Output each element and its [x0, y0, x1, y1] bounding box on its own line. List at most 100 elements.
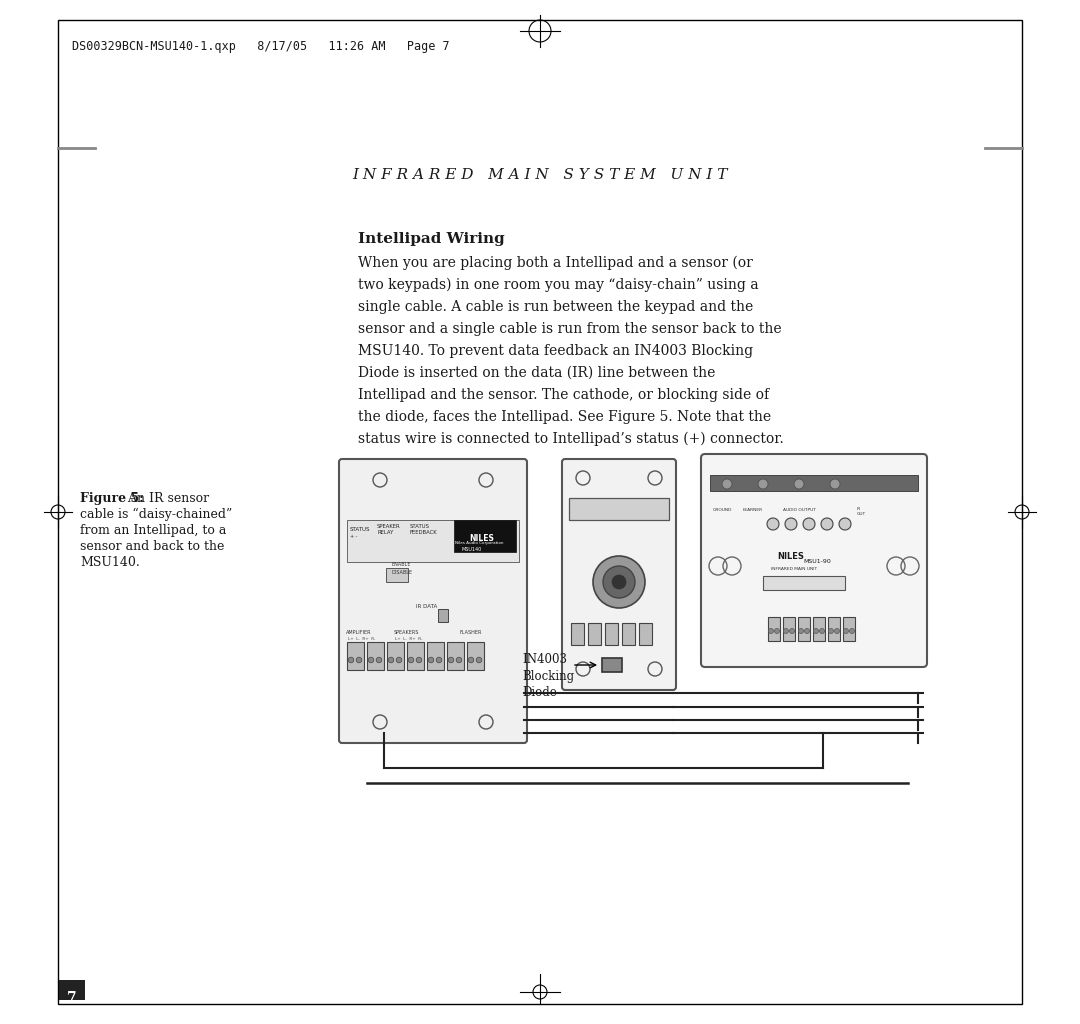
Circle shape — [612, 575, 626, 589]
Bar — [59, 980, 85, 1000]
Bar — [387, 642, 404, 670]
Bar — [407, 642, 424, 670]
Circle shape — [850, 629, 854, 634]
Text: IR DATA: IR DATA — [416, 604, 437, 609]
Circle shape — [774, 629, 780, 634]
Text: NILES: NILES — [777, 552, 804, 561]
Bar — [813, 617, 825, 641]
Text: DS00329BCN-MSU140-1.qxp   8/17/05   11:26 AM   Page 7: DS00329BCN-MSU140-1.qxp 8/17/05 11:26 AM… — [72, 40, 449, 53]
Text: status wire is connected to Intellipad’s status (+) connector.: status wire is connected to Intellipad’s… — [357, 432, 784, 446]
Bar — [438, 609, 448, 622]
FancyBboxPatch shape — [339, 459, 527, 743]
FancyBboxPatch shape — [562, 459, 676, 690]
Text: GROUND: GROUND — [713, 508, 732, 512]
Text: Blocking: Blocking — [522, 670, 575, 683]
Text: AMPLIFIER: AMPLIFIER — [346, 630, 372, 635]
Text: INFRARED MAIN UNIT: INFRARED MAIN UNIT — [771, 567, 818, 571]
Text: MSU1-90: MSU1-90 — [804, 559, 831, 564]
Text: cable is “daisy-chained”: cable is “daisy-chained” — [80, 508, 232, 521]
Text: An IR sensor: An IR sensor — [124, 492, 210, 505]
Text: IN4003: IN4003 — [522, 653, 567, 666]
Text: STATUS
FEEDBACK: STATUS FEEDBACK — [410, 524, 437, 535]
Text: MSU140. To prevent data feedback an IN4003 Blocking: MSU140. To prevent data feedback an IN40… — [357, 344, 753, 358]
Text: single cable. A cable is run between the keypad and the: single cable. A cable is run between the… — [357, 300, 753, 314]
Circle shape — [798, 629, 804, 634]
Bar — [427, 642, 444, 670]
Bar — [602, 658, 622, 672]
Circle shape — [804, 518, 815, 530]
Text: SPEAKERS: SPEAKERS — [394, 630, 419, 635]
Circle shape — [469, 657, 474, 663]
Bar — [588, 623, 600, 645]
Text: + -: + - — [350, 534, 357, 539]
Circle shape — [356, 657, 362, 663]
Circle shape — [835, 629, 839, 634]
Circle shape — [828, 629, 834, 634]
Circle shape — [428, 657, 434, 663]
Circle shape — [813, 629, 819, 634]
Text: the diode, faces the Intellipad. See Figure 5. Note that the: the diode, faces the Intellipad. See Fig… — [357, 410, 771, 424]
Text: L+  L-  R+  R-: L+ L- R+ R- — [348, 637, 376, 641]
Text: MSU140.: MSU140. — [80, 556, 139, 569]
Bar — [828, 617, 840, 641]
Circle shape — [593, 556, 645, 608]
Circle shape — [767, 518, 779, 530]
Text: STATUS: STATUS — [350, 527, 370, 532]
Bar — [569, 498, 669, 520]
Circle shape — [368, 657, 374, 663]
Circle shape — [376, 657, 382, 663]
Bar — [605, 623, 618, 645]
Bar — [447, 642, 464, 670]
Bar — [639, 623, 652, 645]
Circle shape — [408, 657, 414, 663]
Text: Niles Audio Corporation: Niles Audio Corporation — [455, 541, 503, 545]
Circle shape — [769, 629, 773, 634]
Circle shape — [388, 657, 394, 663]
Text: AUDIO OUTPUT: AUDIO OUTPUT — [783, 508, 815, 512]
Text: I N F R A R E D   M A I N   S Y S T E M   U N I T: I N F R A R E D M A I N S Y S T E M U N … — [352, 168, 728, 182]
Circle shape — [456, 657, 462, 663]
Circle shape — [820, 629, 824, 634]
Text: DISABLE: DISABLE — [392, 570, 414, 575]
Text: Intellipad Wiring: Intellipad Wiring — [357, 232, 504, 246]
Bar — [367, 642, 384, 670]
Circle shape — [348, 657, 354, 663]
Circle shape — [396, 657, 402, 663]
Text: NILES: NILES — [469, 534, 494, 543]
Text: Figure 5:: Figure 5: — [80, 492, 144, 505]
Circle shape — [448, 657, 454, 663]
Bar — [347, 642, 364, 670]
Bar — [843, 617, 855, 641]
Bar — [798, 617, 810, 641]
Text: 7: 7 — [67, 991, 77, 1005]
Bar — [762, 575, 845, 590]
Text: FLASHER: FLASHER — [460, 630, 483, 635]
Circle shape — [805, 629, 810, 634]
Text: MSU140: MSU140 — [462, 547, 483, 552]
Bar — [622, 623, 635, 645]
Bar — [347, 520, 519, 562]
Bar — [386, 568, 408, 582]
Text: When you are placing both a Intellipad and a sensor (or: When you are placing both a Intellipad a… — [357, 256, 753, 270]
Circle shape — [821, 518, 833, 530]
Text: from an Intellipad, to a: from an Intellipad, to a — [80, 524, 227, 537]
Bar — [454, 520, 516, 552]
Circle shape — [794, 479, 804, 489]
Circle shape — [476, 657, 482, 663]
Circle shape — [785, 518, 797, 530]
Text: LEARNER: LEARNER — [743, 508, 764, 512]
Bar — [768, 617, 780, 641]
Text: two keypads) in one room you may “daisy-chain” using a: two keypads) in one room you may “daisy-… — [357, 278, 758, 293]
Circle shape — [603, 566, 635, 598]
Circle shape — [831, 479, 840, 489]
Text: sensor and a single cable is run from the sensor back to the: sensor and a single cable is run from th… — [357, 322, 782, 336]
Bar — [571, 623, 584, 645]
Circle shape — [416, 657, 422, 663]
Text: Diode is inserted on the data (IR) line between the: Diode is inserted on the data (IR) line … — [357, 366, 715, 380]
Text: IR
OUT: IR OUT — [858, 507, 866, 516]
Text: ENABLE: ENABLE — [392, 562, 411, 567]
Text: L+  L-  R+  R-: L+ L- R+ R- — [395, 637, 422, 641]
Circle shape — [839, 518, 851, 530]
Text: Intellipad and the sensor. The cathode, or blocking side of: Intellipad and the sensor. The cathode, … — [357, 388, 769, 402]
Circle shape — [723, 479, 732, 489]
